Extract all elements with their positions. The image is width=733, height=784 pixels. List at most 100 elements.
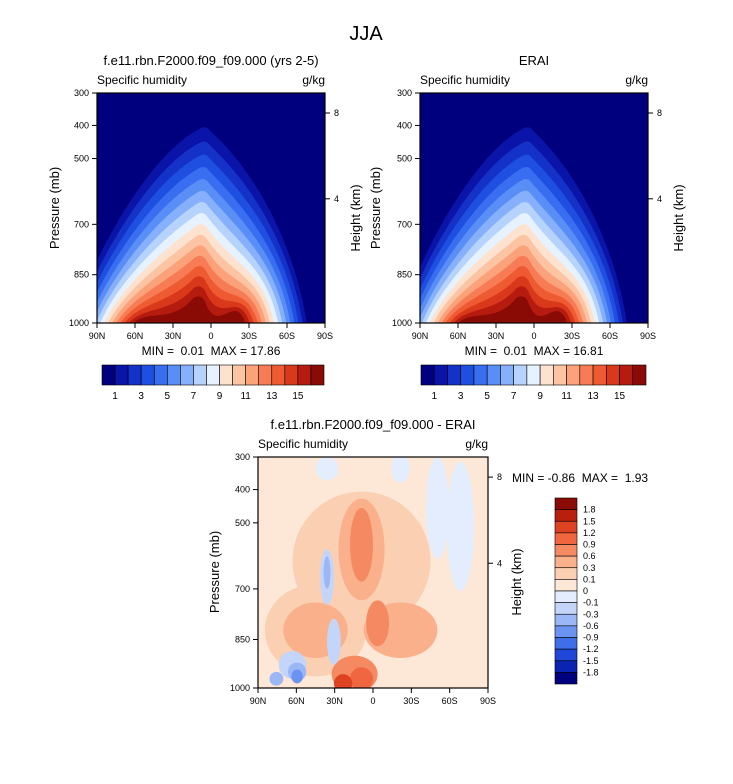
y2-tick-label: 4 bbox=[334, 194, 339, 204]
y-tick-label: 500 bbox=[397, 154, 412, 164]
colorbar-label: 15 bbox=[614, 391, 626, 402]
colorbar-label: 7 bbox=[511, 391, 517, 402]
colorbar-box bbox=[605, 364, 620, 386]
colorbar-label: 9 bbox=[537, 391, 543, 402]
panel-model-title: f.e11.rbn.F2000.f09_f09.000 (yrs 2-5) bbox=[103, 53, 318, 68]
x-tick-label: 30N bbox=[165, 331, 182, 341]
colorbar-box bbox=[180, 364, 194, 386]
panel-diff-field bbox=[258, 457, 488, 688]
panel-obs-y2label: Height (km) bbox=[671, 184, 686, 251]
panel-diff-x-axis: 90N 60N 30N 0 30S 60S 90S bbox=[250, 688, 496, 706]
colorbar-box bbox=[284, 364, 299, 386]
colorbar-box bbox=[554, 532, 578, 545]
colorbar-box bbox=[554, 520, 578, 534]
contour-band bbox=[366, 600, 390, 647]
colorbar-label: -0.1 bbox=[583, 598, 599, 608]
panel-diff-y2-axis: 84 bbox=[488, 472, 502, 568]
x-tick-label: 30S bbox=[564, 331, 580, 341]
x-tick-label: 30N bbox=[488, 331, 505, 341]
y-tick-label: 850 bbox=[74, 270, 89, 280]
colorbar-label: 0.6 bbox=[583, 551, 596, 561]
panel-diff-title: f.e11.rbn.F2000.f09_f09.000 - ERAI bbox=[270, 417, 475, 432]
y-tick-label: 400 bbox=[235, 485, 250, 495]
colorbar-box bbox=[140, 364, 155, 386]
colorbar-box bbox=[539, 364, 554, 386]
panel-obs-y2-axis: 84 bbox=[648, 108, 662, 204]
colorbar-label: 3 bbox=[458, 391, 464, 402]
panel-model-left-label: Specific humidity bbox=[97, 73, 187, 87]
y-tick-label: 500 bbox=[74, 154, 89, 164]
colorbar-label: 7 bbox=[191, 391, 197, 402]
panel-diff-colorbar: 1.81.51.20.90.60.30.10-0.1-0.3-0.6-0.9-1… bbox=[554, 497, 599, 685]
colorbar-label: 1 bbox=[112, 391, 118, 402]
x-tick-label: 60S bbox=[442, 696, 458, 706]
colorbar-box bbox=[433, 364, 448, 386]
x-tick-label: 30N bbox=[326, 696, 343, 706]
contour-band bbox=[333, 674, 353, 688]
colorbar-box bbox=[447, 364, 462, 386]
panel-model-x-axis: 90N 60N 30N 0 30S 60S 90S bbox=[89, 323, 333, 341]
x-tick-label: 60S bbox=[279, 331, 295, 341]
panel-diff-ylabel: Pressure (mb) bbox=[207, 531, 222, 613]
panel-model-colorbar: 1 3 5 7 9 11 13 15 bbox=[101, 364, 325, 402]
colorbar-box bbox=[579, 364, 594, 386]
colorbar-label: 5 bbox=[484, 391, 490, 402]
y-tick-label: 500 bbox=[235, 518, 250, 528]
x-tick-label: 90N bbox=[250, 696, 267, 706]
y-tick-label: 300 bbox=[397, 88, 412, 98]
colorbar-label: -0.9 bbox=[583, 633, 599, 643]
panel-diff: f.e11.rbn.F2000.f09_f09.000 - ERAI Speci… bbox=[207, 417, 648, 706]
x-tick-label: 60N bbox=[450, 331, 467, 341]
colorbar-box bbox=[592, 364, 607, 386]
contour-band bbox=[269, 671, 284, 686]
colorbar-label: 0.9 bbox=[583, 540, 596, 550]
x-tick-label: 90S bbox=[640, 331, 656, 341]
colorbar-label: 0.3 bbox=[583, 563, 596, 573]
x-tick-label: 60S bbox=[602, 331, 618, 341]
colorbar-label: 1.2 bbox=[583, 528, 596, 538]
colorbar-box bbox=[500, 364, 514, 386]
x-tick-label: 0 bbox=[208, 331, 213, 341]
colorbar-box bbox=[554, 579, 578, 592]
y-tick-label: 700 bbox=[235, 584, 250, 594]
colorbar-label: 3 bbox=[138, 391, 144, 402]
x-tick-label: 30S bbox=[241, 331, 257, 341]
colorbar-label: -0.3 bbox=[583, 609, 599, 619]
y-tick-label: 1000 bbox=[69, 318, 89, 328]
colorbar-box bbox=[632, 364, 647, 386]
x-tick-label: 90N bbox=[412, 331, 429, 341]
panel-obs-ylabel: Pressure (mb) bbox=[368, 167, 383, 249]
y2-tick-label: 4 bbox=[657, 194, 662, 204]
contour-band bbox=[425, 457, 449, 559]
colorbar-label: 11 bbox=[240, 391, 251, 402]
colorbar-label: 1.5 bbox=[583, 516, 596, 526]
contour-band bbox=[391, 457, 410, 483]
colorbar-box bbox=[193, 364, 207, 386]
y-tick-label: 300 bbox=[74, 88, 89, 98]
colorbar-label: 15 bbox=[292, 391, 304, 402]
contour-band bbox=[350, 507, 373, 582]
colorbar-box bbox=[554, 672, 578, 685]
colorbar-label: -1.5 bbox=[583, 656, 599, 666]
contour-band bbox=[291, 669, 303, 684]
colorbar-box bbox=[153, 364, 168, 386]
y-tick-label: 1000 bbox=[230, 683, 250, 693]
contour-band bbox=[458, 296, 568, 323]
panel-model: f.e11.rbn.F2000.f09_f09.000 (yrs 2-5) Sp… bbox=[47, 53, 363, 402]
colorbar-box bbox=[297, 364, 312, 386]
colorbar-box bbox=[554, 648, 578, 662]
colorbar-box bbox=[554, 509, 578, 522]
panel-diff-units: g/kg bbox=[465, 437, 488, 451]
panel-model-units: g/kg bbox=[302, 73, 325, 87]
colorbar-label: 11 bbox=[561, 391, 572, 402]
panel-obs: ERAI Specific humidity g/kg 90N 60N 30N 0 30… bbox=[368, 53, 686, 402]
colorbar-box bbox=[420, 364, 435, 386]
colorbar-label: 0.1 bbox=[583, 574, 596, 584]
panel-diff-left-label: Specific humidity bbox=[258, 437, 348, 451]
colorbar-box bbox=[554, 660, 578, 673]
y-tick-label: 850 bbox=[235, 634, 250, 644]
colorbar-box bbox=[114, 364, 129, 386]
panel-model-y-axis: 300 400 500 700 850 1000 bbox=[69, 88, 97, 328]
colorbar-box bbox=[619, 364, 634, 386]
contour-band bbox=[327, 618, 341, 665]
